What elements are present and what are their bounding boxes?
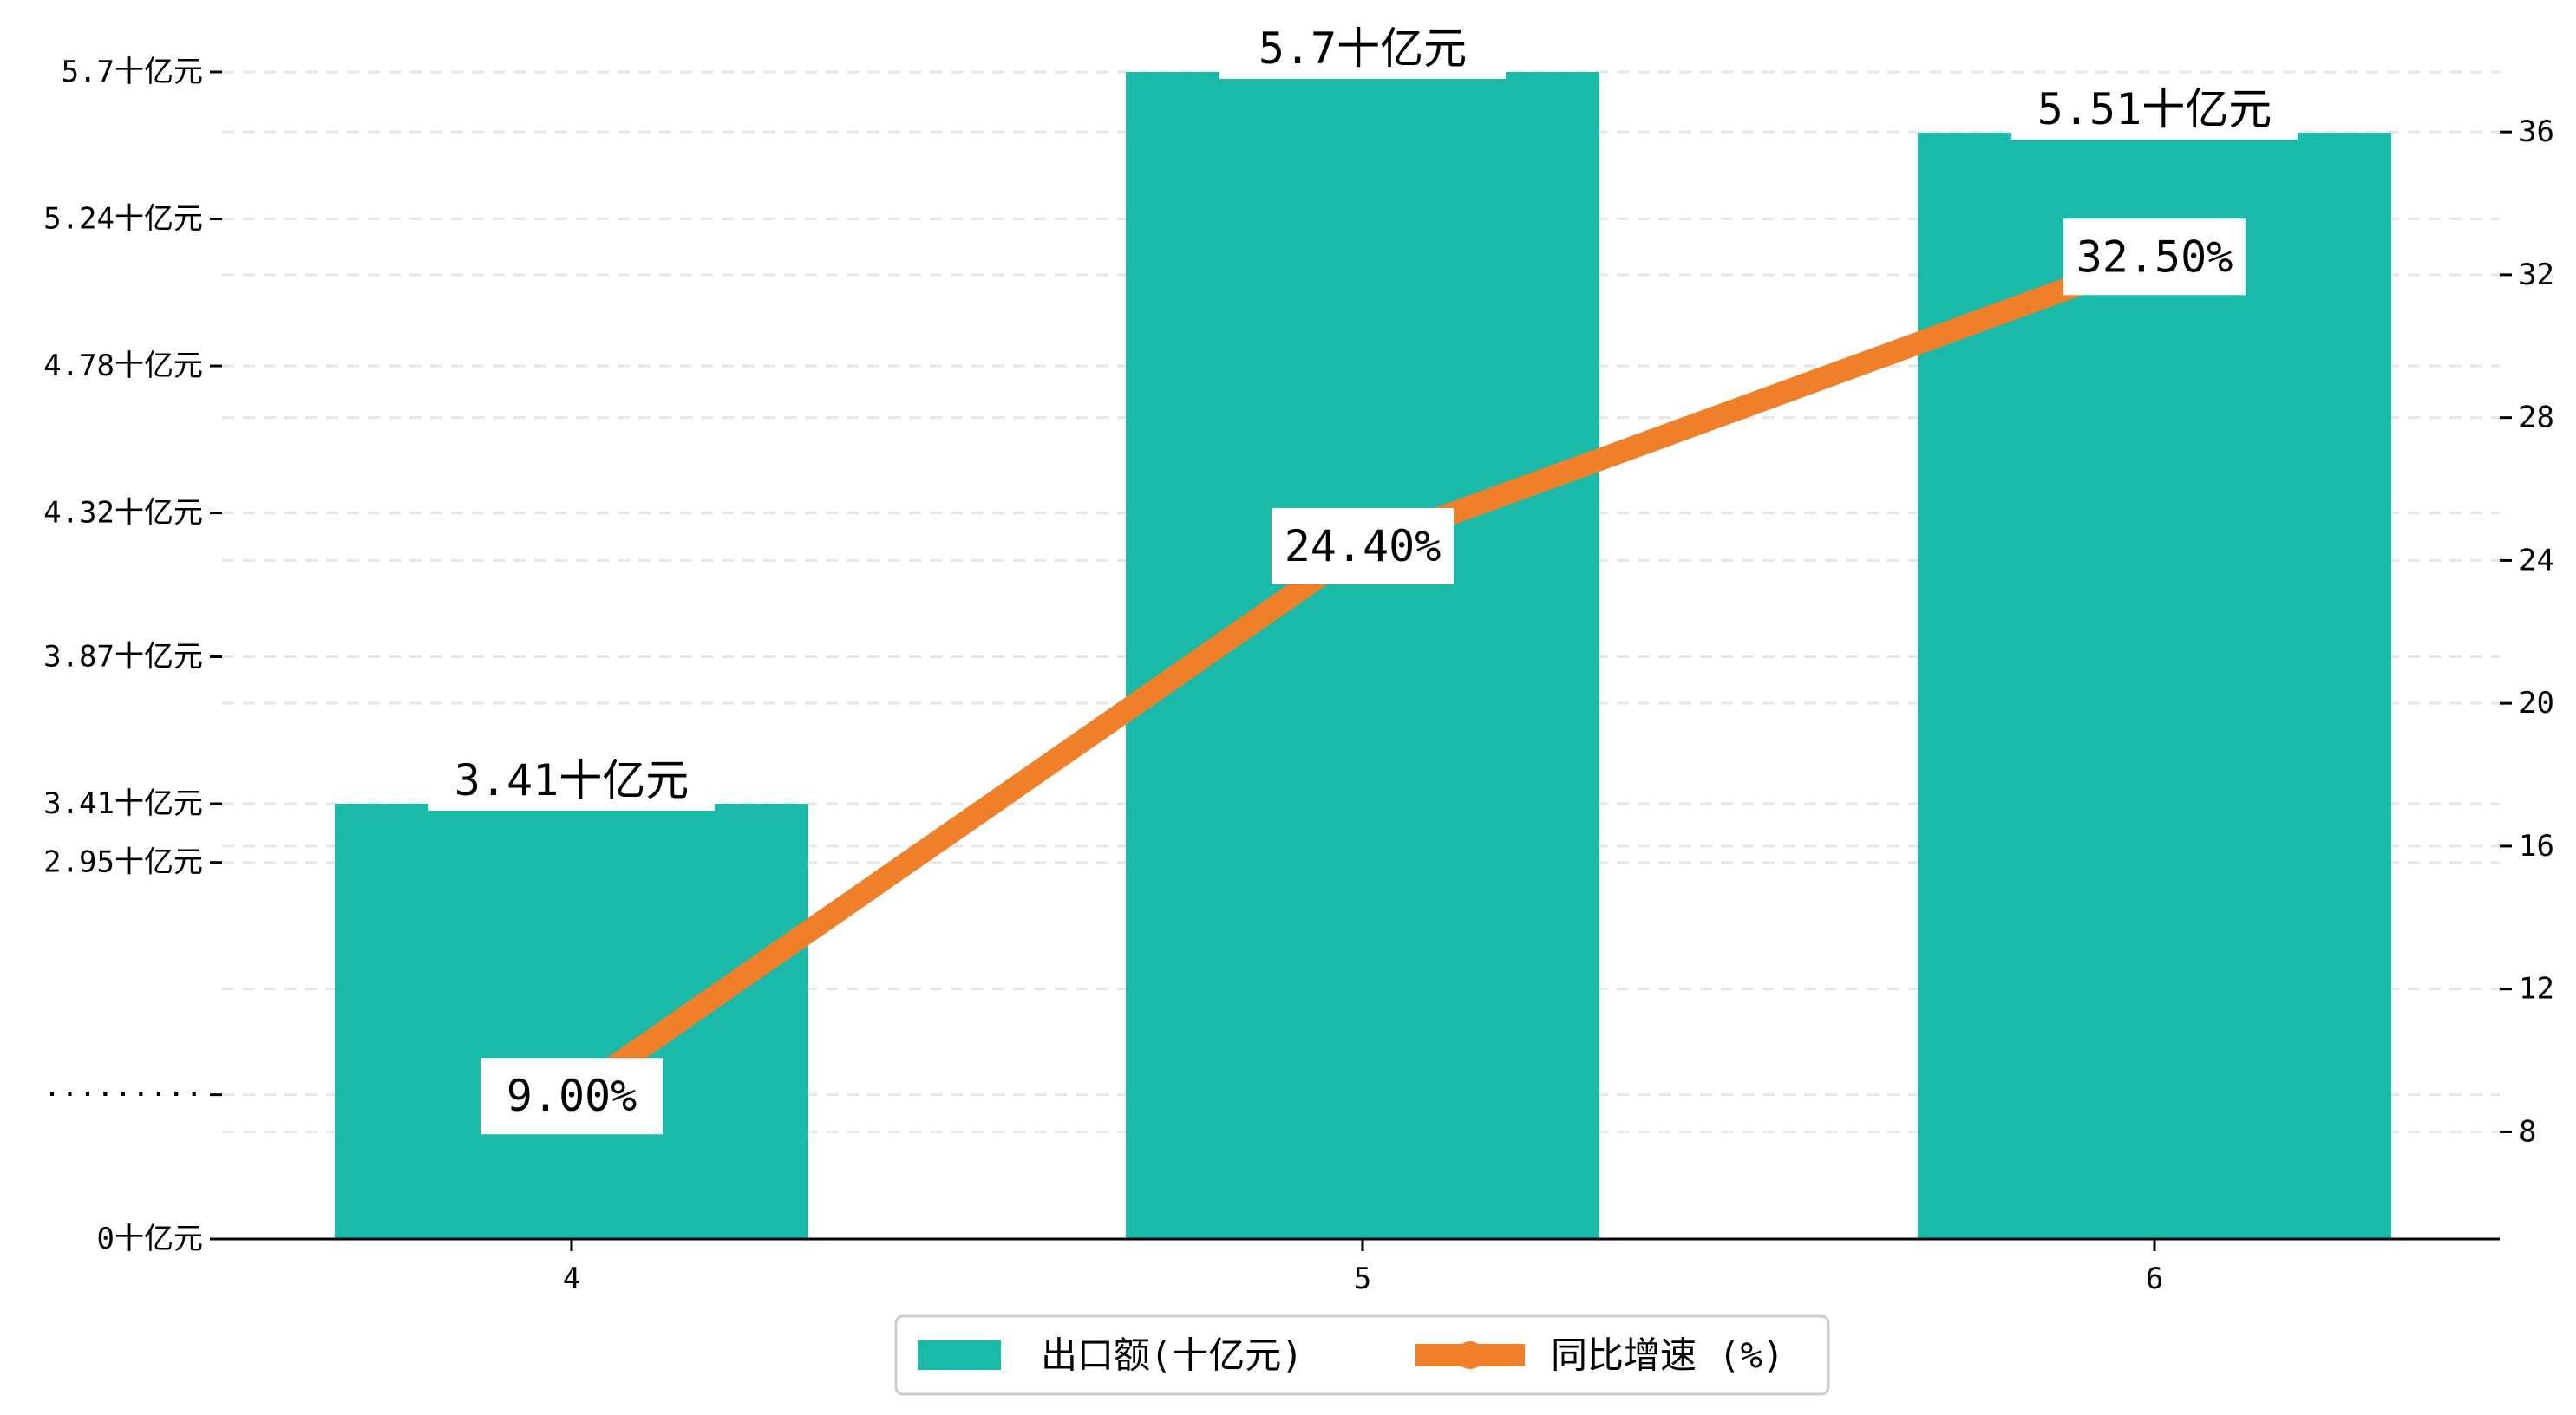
growth-value-label: 9.00% [507, 1071, 637, 1121]
x-tick-label: 4 [563, 1262, 580, 1296]
growth-value-label: 32.50% [2076, 231, 2233, 282]
x-tick-label: 5 [1354, 1262, 1371, 1296]
left-tick-label: 2.95十亿元 [43, 845, 203, 880]
left-tick-label: 3.41十亿元 [43, 786, 203, 821]
left-tick-label: 0十亿元 [97, 1222, 203, 1256]
bar-6 [1918, 133, 2391, 1239]
growth-value-label: 24.40% [1285, 521, 1442, 571]
legend-label-line: 同比增速 (%) [1551, 1334, 1784, 1377]
legend-label-bar: 出口额(十亿元) [1041, 1334, 1304, 1377]
axes-group: 0十亿元 ········· 2.95十亿元 3.41十亿元 3.87十亿元 4.32十亿… [43, 55, 2554, 1296]
bar-value-label-box [2011, 79, 2298, 140]
legend: 出口额(十亿元) 同比增速 (%) [894, 1314, 1830, 1396]
bar-value-label: 5.7十亿元 [1259, 23, 1467, 74]
growth-value-label-box [1272, 507, 1454, 584]
right-tick-label: 32 [2519, 258, 2554, 292]
bar-value-label-box [1219, 18, 1506, 79]
left-tick-label: ········· [43, 1078, 203, 1112]
bar-value-label: 5.51十亿元 [2037, 84, 2272, 134]
bar-value-label: 3.41十亿元 [454, 755, 689, 805]
right-tick-label: 20 [2519, 686, 2554, 721]
legend-swatch-bar [918, 1340, 1001, 1370]
growth-value-label-box [2063, 218, 2246, 296]
left-tick-label: 4.32十亿元 [43, 496, 203, 531]
bar-4 [335, 804, 808, 1239]
right-tick-label: 12 [2519, 972, 2554, 1007]
right-tick-label: 36 [2519, 114, 2554, 149]
bars-group [335, 72, 2391, 1239]
left-tick-label: 5.7十亿元 [62, 55, 203, 89]
x-tick-label: 6 [2146, 1262, 2163, 1296]
data-labels-group: 3.41十亿元 5.7十亿元 5.51十亿元 9.00% 24.40% 32.50% [428, 18, 2298, 1135]
right-tick-label: 16 [2519, 829, 2554, 864]
bar-value-label-box [428, 750, 715, 811]
right-tick-label: 28 [2519, 401, 2554, 435]
right-tick-label: 8 [2519, 1114, 2536, 1149]
legend-swatch-marker [1456, 1341, 1484, 1369]
legend-box [894, 1314, 1830, 1396]
right-tick-label: 24 [2519, 543, 2554, 577]
growth-value-label-box [481, 1058, 663, 1135]
left-tick-label: 4.78十亿元 [43, 349, 203, 383]
left-tick-label: 5.24十亿元 [43, 202, 203, 237]
left-tick-label: 3.87十亿元 [43, 639, 203, 674]
